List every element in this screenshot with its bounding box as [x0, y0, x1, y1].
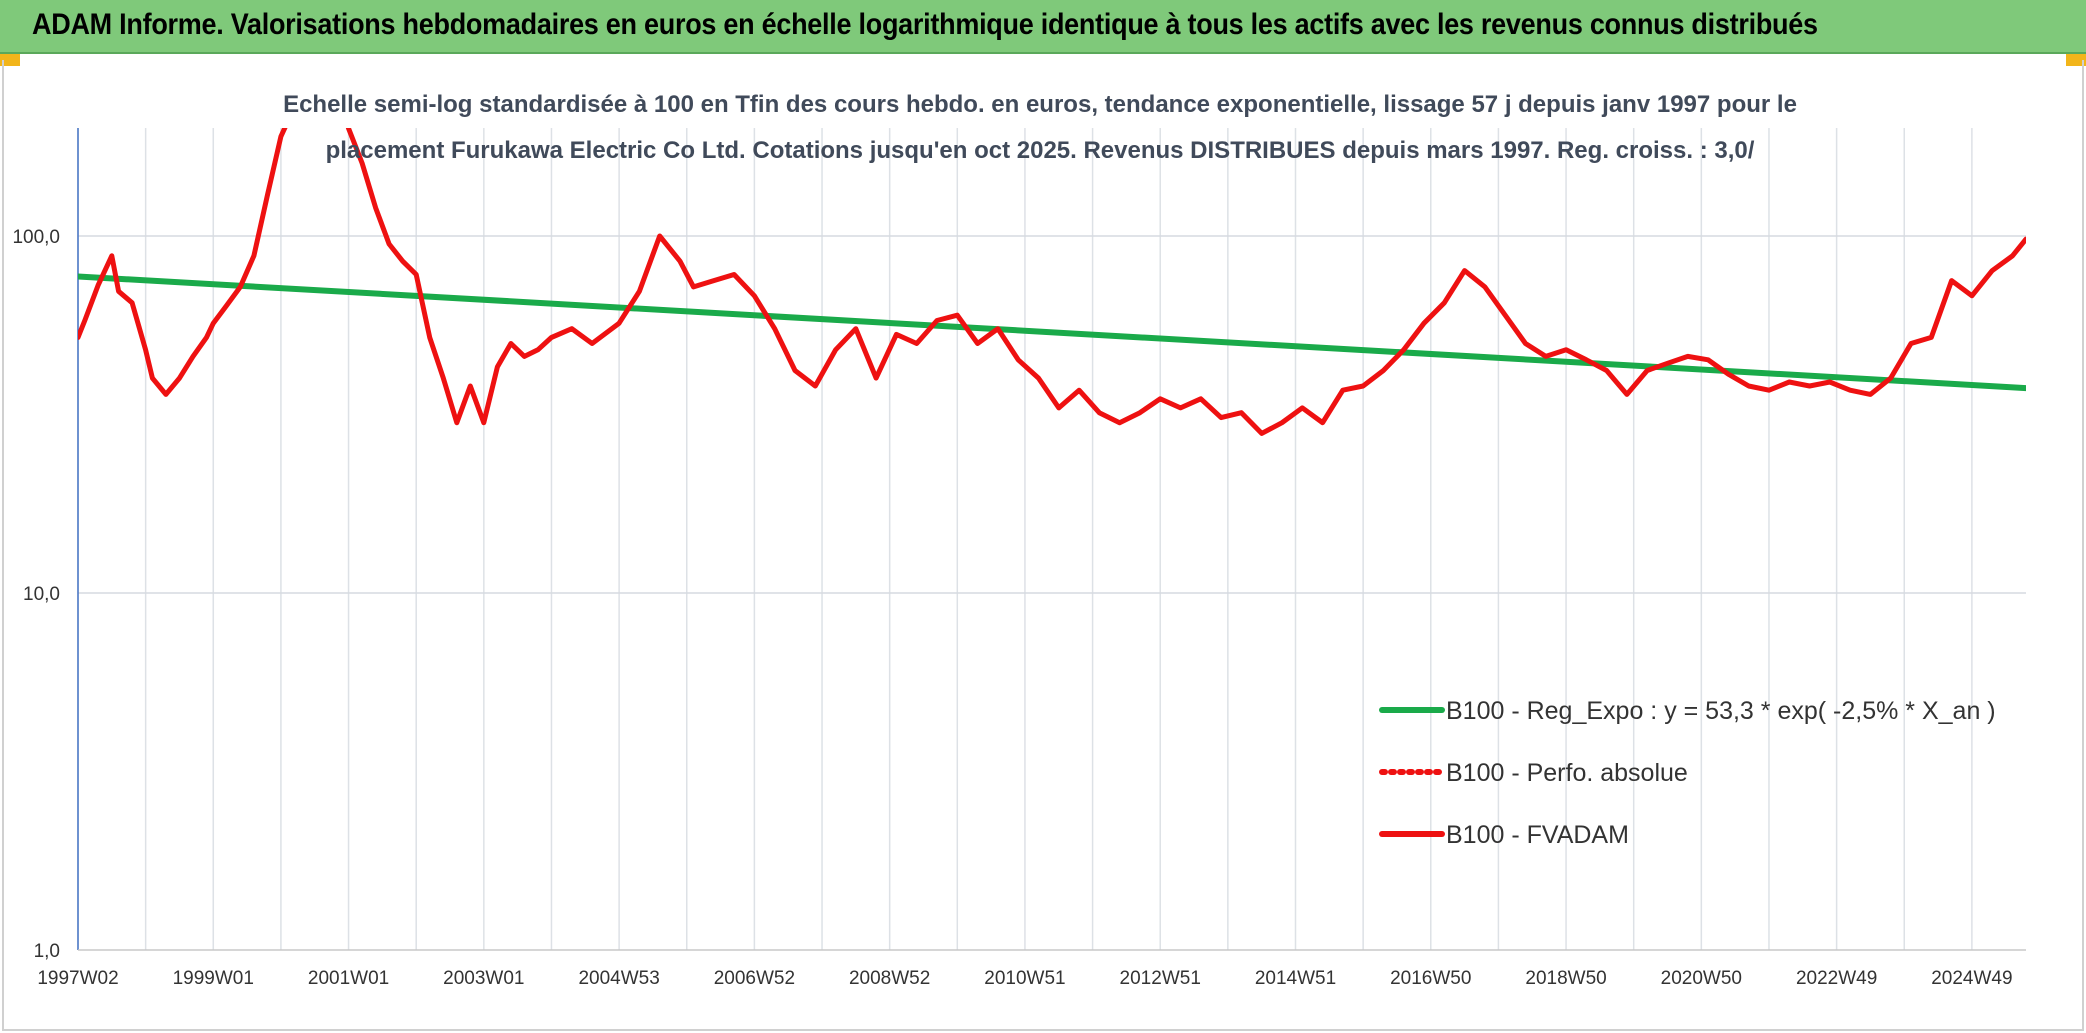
x-tick-label: 2020W50: [1661, 968, 1742, 989]
legend: B100 - Reg_Expo : y = 53,3 * exp( -2,5% …: [1379, 697, 1996, 849]
report-banner: ADAM Informe. Valorisations hebdomadaire…: [0, 0, 2086, 54]
x-tick-label: 2001W01: [308, 968, 389, 989]
series-layer: [78, 128, 2026, 436]
x-tick-label: 2018W50: [1525, 968, 1606, 989]
axes: 1,0 10,0 100,0 1997W02 1999W01 2001W01 2003W01…: [12, 128, 2026, 989]
trend-line: [78, 273, 2026, 392]
x-tick-label: 2010W51: [984, 968, 1065, 989]
chart-title-line-1: Echelle semi-log standardisée à 100 en T…: [283, 91, 1797, 118]
chart-title-line-2: placement Furukawa Electric Co Ltd. Cota…: [326, 137, 1755, 164]
legend-label: B100 - Reg_Expo : y = 53,3 * exp( -2,5% …: [1446, 697, 1996, 725]
legend-label: B100 - Perfo. absolue: [1446, 759, 1688, 787]
x-tick-label: 2008W52: [849, 968, 930, 989]
x-tick-label: 1999W01: [173, 968, 254, 989]
series-line-fvadam: [78, 128, 2026, 436]
y-tick-label: 10,0: [23, 584, 60, 605]
x-tick-label: 2004W53: [578, 968, 659, 989]
report-title: ADAM Informe. Valorisations hebdomadaire…: [32, 8, 1818, 41]
y-tick-label: 1,0: [34, 941, 60, 962]
x-tick-label: 2006W52: [714, 968, 795, 989]
x-tick-label: 2024W49: [1931, 968, 2012, 989]
right-corner-marker: [2066, 54, 2086, 66]
x-tick-label: 2014W51: [1255, 968, 1336, 989]
legend-label: B100 - FVADAM: [1446, 821, 1629, 849]
x-tick-label: 1997W02: [37, 968, 118, 989]
chart-frame: [2, 60, 2084, 1031]
grid: [77, 128, 2026, 950]
x-tick-label: 2003W01: [443, 968, 524, 989]
y-tick-label: 100,0: [12, 227, 60, 248]
x-tick-label: 2016W50: [1390, 968, 1471, 989]
left-corner-marker: [0, 54, 20, 66]
x-tick-label: 2022W49: [1796, 968, 1877, 989]
x-tick-label: 2012W51: [1120, 968, 1201, 989]
